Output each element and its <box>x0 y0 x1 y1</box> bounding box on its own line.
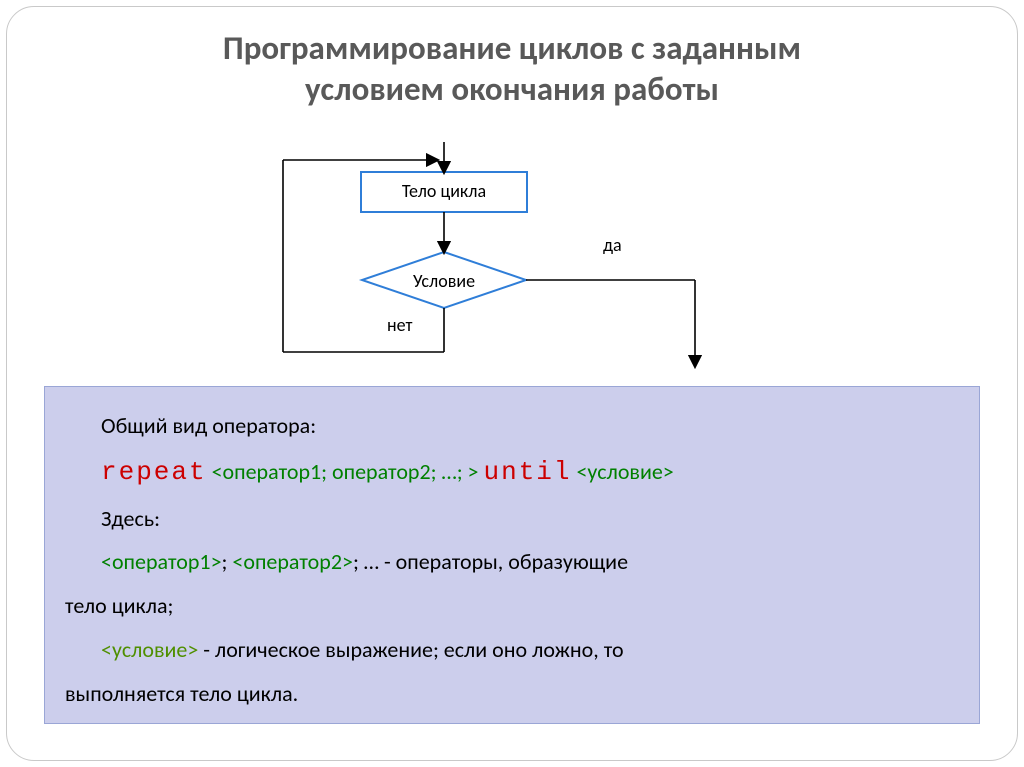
condition-explain-1: <условие> - логическое выражение; если о… <box>101 635 959 665</box>
here-caption: Здесь: <box>101 504 959 534</box>
sep: ; <box>222 548 233 575</box>
operators-explain-2: тело цикла; <box>65 591 959 621</box>
condition-tail: - логическое выражение; если оно ложно, … <box>198 636 623 663</box>
flowchart: Тело цикла Условие да нет <box>277 142 747 372</box>
body-label: Тело цикла <box>361 180 527 202</box>
general-caption: Общий вид оператора: <box>101 411 959 441</box>
flowchart-svg <box>277 142 747 372</box>
title-line-1: Программирование циклов с заданным <box>223 28 801 68</box>
no-label: нет <box>387 314 412 336</box>
info-panel: Общий вид оператора: repeat <оператор1; … <box>44 386 980 724</box>
operator2-token: <оператор2> <box>232 548 353 575</box>
condition-token: <условие> <box>101 636 198 663</box>
title-line-2: условием окончания работы <box>305 69 719 109</box>
condition-explain-2: выполняется тело цикла. <box>65 679 959 709</box>
keyword-until: until <box>483 457 571 487</box>
syntax-condition: <условие> <box>572 458 674 485</box>
page-title: Программирование циклов с заданным услов… <box>0 28 1024 111</box>
syntax-operators: <оператор1; оператор2; …; > <box>207 458 484 485</box>
syntax-line: repeat <оператор1; оператор2; …; > until… <box>101 455 959 490</box>
operators-tail: ; … - операторы, образующие <box>353 548 628 575</box>
keyword-repeat: repeat <box>101 457 207 487</box>
yes-label: да <box>603 234 622 256</box>
condition-label: Условие <box>392 270 496 292</box>
operator1-token: <оператор1> <box>101 548 222 575</box>
operators-explain-1: <оператор1>; <оператор2>; … - операторы,… <box>101 547 959 577</box>
